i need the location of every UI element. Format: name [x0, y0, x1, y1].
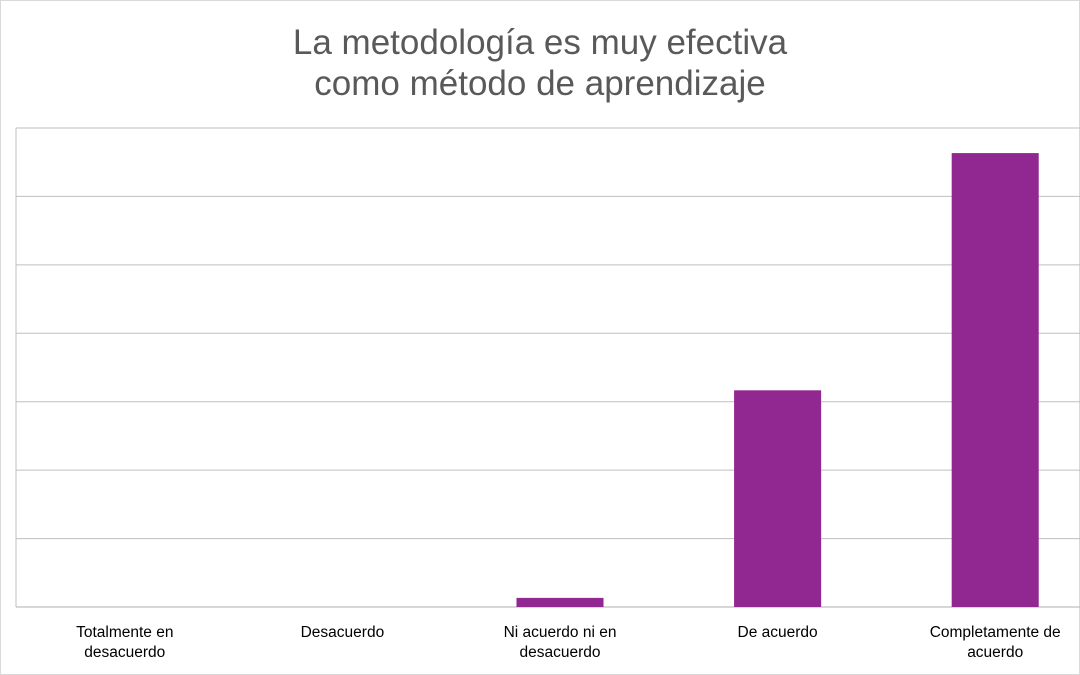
x-tick-label-2-line-0: Ni acuerdo ni en — [504, 624, 617, 641]
x-tick-label-3-line-0: De acuerdo — [738, 624, 818, 641]
x-tick-label-4: Completamente de acuerdo — [930, 624, 1061, 661]
bar-2 — [516, 597, 604, 607]
chart-title: La metodología es muy efectiva como méto… — [0, 22, 1080, 104]
x-tick-label-4-line-0: Completamente de — [930, 624, 1061, 641]
bar-4 — [951, 153, 1039, 608]
x-tick-label-1-line-0: Desacuerdo — [301, 624, 385, 641]
chart-title-line-1: La metodología es muy efectiva — [292, 23, 788, 62]
x-axis-labels: Totalmente en desacuerdo Desacuerdo Ni acue… — [76, 624, 1061, 661]
x-tick-label-0-line-1: desacuerdo — [84, 644, 165, 661]
x-tick-label-0-line-0: Totalmente en — [76, 624, 173, 641]
x-tick-label-0: Totalmente en desacuerdo — [76, 624, 173, 661]
x-tick-label-2: Ni acuerdo ni en desacuerdo — [504, 624, 617, 661]
x-tick-label-1: Desacuerdo — [301, 624, 385, 641]
gridlines — [15, 127, 1080, 608]
bars — [516, 153, 1039, 608]
bar-3 — [734, 390, 822, 607]
chart-title-line-2: como método de aprendizaje — [314, 64, 766, 103]
x-tick-label-2-line-1: desacuerdo — [519, 644, 600, 661]
x-tick-label-4-line-1: acuerdo — [967, 644, 1023, 661]
x-tick-label-3: De acuerdo — [738, 624, 818, 641]
